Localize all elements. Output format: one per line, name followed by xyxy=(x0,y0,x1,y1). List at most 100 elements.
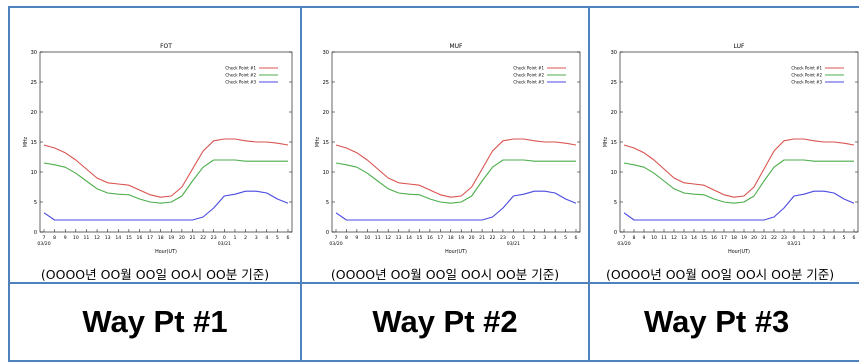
x-tick-label: 9 xyxy=(64,235,67,241)
legend-label: Check Point #2 xyxy=(791,73,822,78)
x-tick-label: 20 xyxy=(179,235,185,241)
x-tick-label: 2 xyxy=(533,235,536,241)
y-tick-label: 25 xyxy=(611,80,617,86)
x-tick-label: 7 xyxy=(335,235,338,241)
x-tick-label: 19 xyxy=(168,235,174,241)
waypoint-label: Way Pt #3 xyxy=(644,304,790,339)
waypoint-cell-2: Way Pt #2 xyxy=(300,282,590,362)
x-tick-label: 0 xyxy=(512,235,515,241)
date-label: 03/21 xyxy=(507,241,520,247)
date-label: 03/20 xyxy=(37,241,50,247)
x-tick-label: 20 xyxy=(751,235,757,241)
x-tick-label: 6 xyxy=(287,235,290,241)
chart-caption: (OOOO년 OO월 OO일 OO시 OO분 기준) xyxy=(606,267,835,282)
x-tick-label: 17 xyxy=(721,235,727,241)
legend-label: Check Point #3 xyxy=(513,80,544,85)
y-tick-label: 20 xyxy=(31,110,37,116)
x-tick-label: 16 xyxy=(427,235,433,241)
y-tick-label: 5 xyxy=(34,200,37,206)
y-axis-label: MHz xyxy=(603,136,609,147)
x-tick-label: 8 xyxy=(633,235,636,241)
y-tick-label: 15 xyxy=(31,140,37,146)
y-tick-label: 30 xyxy=(323,50,329,56)
x-axis-label: Hour(UT) xyxy=(728,249,750,255)
legend-label: Check Point #1 xyxy=(791,66,822,71)
date-label: 03/21 xyxy=(218,241,231,247)
series-line-3 xyxy=(623,190,855,221)
x-tick-label: 1 xyxy=(803,235,806,241)
series-line-3 xyxy=(335,190,577,221)
x-tick-label: 14 xyxy=(691,235,697,241)
y-tick-label: 0 xyxy=(326,230,329,236)
y-tick-label: 25 xyxy=(323,80,329,86)
x-tick-label: 22 xyxy=(200,235,206,241)
chart-caption: (OOOO년 OO월 OO일 OO시 OO분 기준) xyxy=(40,267,270,282)
x-tick-label: 11 xyxy=(84,235,90,241)
x-tick-label: 21 xyxy=(190,235,196,241)
y-tick-label: 0 xyxy=(614,230,617,236)
legend-label: Check Point #2 xyxy=(225,73,256,78)
legend-label: Check Point #2 xyxy=(513,73,544,78)
y-tick-label: 5 xyxy=(614,200,617,206)
series-line-2 xyxy=(43,159,288,204)
y-tick-label: 20 xyxy=(611,110,617,116)
y-axis-label: MHz xyxy=(315,136,321,147)
x-tick-label: 6 xyxy=(575,235,578,241)
y-tick-label: 30 xyxy=(31,50,37,56)
x-tick-label: 2 xyxy=(244,235,247,241)
y-axis-label: MHz xyxy=(23,136,29,147)
x-tick-label: 10 xyxy=(651,235,657,241)
series-line-1 xyxy=(623,138,855,198)
y-tick-label: 15 xyxy=(323,140,329,146)
x-tick-label: 15 xyxy=(417,235,423,241)
x-tick-label: 13 xyxy=(681,235,687,241)
x-tick-label: 3 xyxy=(823,235,826,241)
x-tick-label: 13 xyxy=(396,235,402,241)
x-tick-label: 11 xyxy=(661,235,667,241)
x-tick-label: 3 xyxy=(255,235,258,241)
chart-title: FOT xyxy=(160,43,172,50)
x-tick-label: 23 xyxy=(500,235,506,241)
x-tick-label: 1 xyxy=(233,235,236,241)
chart-panel-3: LUF 0 5 10 15 20 25 30 7 8 9 10 11 12 13 14 15 16 17 18 19 20… xyxy=(588,6,859,284)
waypoint-label: Way Pt #1 xyxy=(82,304,228,339)
waypoint-cell-1: Way Pt #1 xyxy=(8,282,302,362)
chart-panel-2: MUF 0 5 10 15 20 25 30 7 8 9 10 11 12 13 14 15 16 17 18 19 20… xyxy=(300,6,590,284)
x-tick-label: 22 xyxy=(490,235,496,241)
x-tick-label: 0 xyxy=(793,235,796,241)
x-tick-label: 15 xyxy=(701,235,707,241)
x-tick-label: 20 xyxy=(469,235,475,241)
x-tick-label: 22 xyxy=(771,235,777,241)
x-tick-label: 15 xyxy=(126,235,132,241)
x-tick-label: 12 xyxy=(385,235,391,241)
chart-caption: (OOOO년 OO월 OO일 OO시 OO분 기준) xyxy=(330,267,560,282)
x-tick-label: 18 xyxy=(731,235,737,241)
x-tick-label: 1 xyxy=(522,235,525,241)
chart-title: MUF xyxy=(449,43,463,50)
x-tick-label: 9 xyxy=(355,235,358,241)
x-tick-label: 5 xyxy=(564,235,567,241)
x-tick-label: 8 xyxy=(345,235,348,241)
x-tick-label: 0 xyxy=(223,235,226,241)
x-tick-label: 14 xyxy=(115,235,121,241)
x-tick-label: 10 xyxy=(73,235,79,241)
x-tick-label: 19 xyxy=(741,235,747,241)
x-tick-label: 17 xyxy=(147,235,153,241)
legend-label: Check Point #1 xyxy=(513,66,544,71)
x-tick-label: 6 xyxy=(853,235,856,241)
x-tick-label: 16 xyxy=(711,235,717,241)
x-tick-label: 9 xyxy=(643,235,646,241)
series-line-2 xyxy=(623,159,854,204)
x-tick-label: 7 xyxy=(43,235,46,241)
x-tick-label: 21 xyxy=(479,235,485,241)
x-axis-label: Hour(UT) xyxy=(445,249,467,255)
chart-title: LUF xyxy=(734,43,745,50)
x-tick-label: 2 xyxy=(813,235,816,241)
x-tick-label: 4 xyxy=(265,235,268,241)
y-tick-label: 10 xyxy=(323,170,329,176)
series-line-1 xyxy=(335,138,577,198)
chart-panel-1: FOT 0 5 10 15 20 25 30 7 8 9 10 11 12 13 14 15 16 17 18 19 20… xyxy=(8,6,302,284)
waypoint-cell-3: Way Pt #3 xyxy=(588,282,859,362)
